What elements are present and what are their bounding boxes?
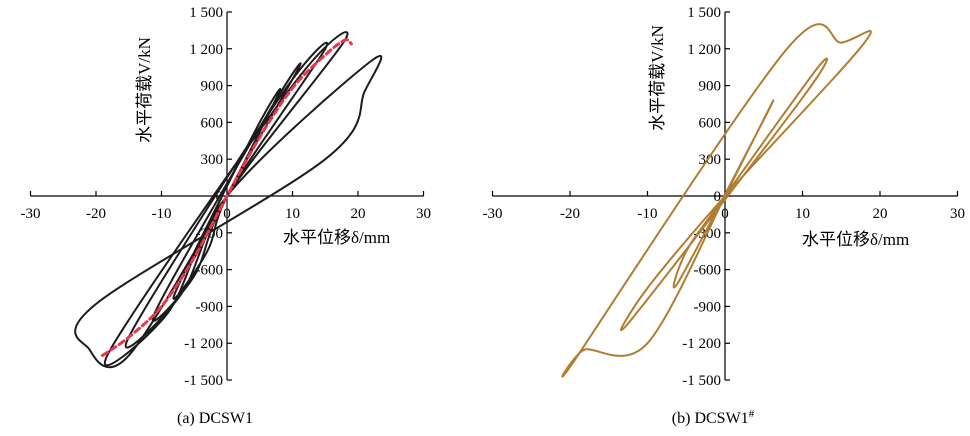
hysteresis-curve — [561, 23, 872, 378]
chart-panel-a: -30 -20 -10 0 10 20 30-1 500-1 200-900-600-300… — [21, 5, 432, 427]
y-tick-label: 1 200 — [189, 42, 223, 58]
x-axis-title: 水平位移δ/mm — [283, 228, 390, 247]
y-tick-label: -1 200 — [184, 336, 223, 352]
x-tick-label: 10 — [285, 206, 300, 222]
x-tick-label: 30 — [416, 206, 431, 222]
x-tick-label: 30 — [950, 206, 965, 222]
x-tick-label: -20 — [86, 206, 106, 222]
x-tick-label: -30 — [21, 206, 41, 222]
skeleton-curve — [101, 38, 353, 357]
x-tick-label: -20 — [560, 206, 580, 222]
y-tick-label: 1 200 — [687, 42, 721, 58]
panel-caption: (b) DCSW1# — [672, 408, 755, 427]
hysteresis-curve — [74, 31, 383, 369]
y-axis-title: 水平荷载V/kN — [648, 25, 667, 131]
x-tick-label: 0 — [721, 206, 729, 222]
y-tick-label: -900 — [196, 299, 224, 315]
panel-caption: (a) DCSW1 — [177, 410, 253, 427]
y-tick-label: 300 — [699, 152, 722, 168]
chart-panel-b: -30 -20 -10 0 10 20 30-1 500-1 200-900-600-300… — [483, 5, 966, 427]
x-axis-title: 水平位移δ/mm — [802, 230, 909, 249]
x-tick-label: -10 — [638, 206, 658, 222]
x-tick-label: 10 — [795, 206, 810, 222]
y-tick-label: -1 200 — [682, 336, 721, 352]
y-tick-label: 1 500 — [189, 5, 223, 21]
x-tick-label: 20 — [873, 206, 888, 222]
y-tick-label: 900 — [699, 79, 722, 95]
y-tick-label: 600 — [699, 115, 722, 131]
x-tick-label: -10 — [152, 206, 172, 222]
y-tick-label: -900 — [694, 299, 722, 315]
y-tick-label: 1 500 — [687, 5, 721, 21]
x-tick-label: -30 — [483, 206, 503, 222]
y-tick-label: 0 — [714, 189, 722, 205]
y-tick-label: -1 500 — [682, 373, 721, 389]
y-tick-label: 900 — [201, 79, 224, 95]
y-axis-title: 水平荷载V/kN — [135, 37, 154, 143]
x-tick-label: 0 — [223, 206, 231, 222]
y-tick-label: 300 — [201, 152, 224, 168]
y-tick-label: -600 — [196, 263, 224, 279]
y-tick-label: 600 — [201, 115, 224, 131]
y-tick-label: -1 500 — [184, 373, 223, 389]
y-tick-label: -600 — [694, 263, 722, 279]
x-tick-label: 20 — [351, 206, 366, 222]
